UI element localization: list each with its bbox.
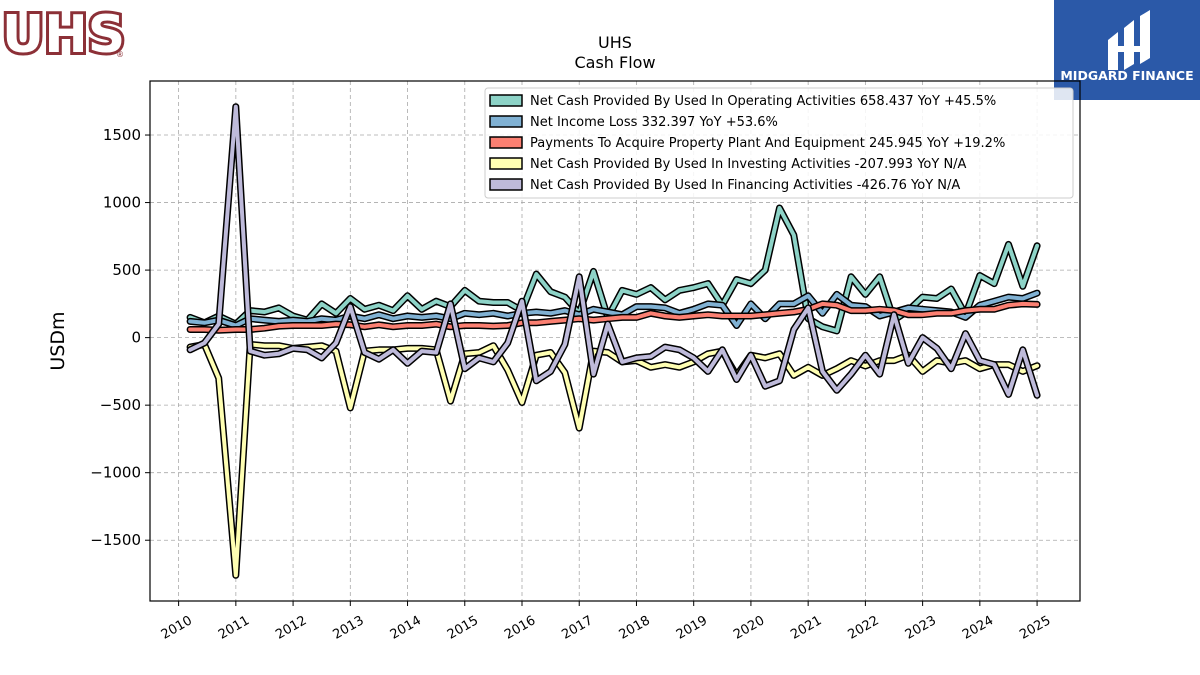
brand-logo: MIDGARD FINANCE (1054, 0, 1200, 100)
company-logo-text-inner: UHS (2, 5, 125, 65)
series-payments-to-acquire-property-plant-and-equipment (186, 300, 1041, 334)
series-lines (186, 103, 1041, 579)
registered-mark: ® (116, 50, 124, 59)
legend-label: Payments To Acquire Property Plant And E… (530, 136, 1005, 151)
legend-box (484, 87, 1074, 199)
legend-label: Net Cash Provided By Used In Financing A… (530, 178, 960, 193)
y-tick-label: 1000 (103, 194, 141, 212)
legend-swatch (489, 115, 523, 128)
y-tick-label: 0 (131, 329, 141, 347)
series-line (188, 104, 1040, 398)
legend-item-payments-to-acquire-property-plant-and-equipment: Payments To Acquire Property Plant And E… (489, 136, 1005, 151)
series-line (188, 301, 1040, 333)
company-logo: UHS UHS ® (0, 2, 128, 68)
y-tick-label: −500 (100, 396, 141, 414)
series-net-cash-provided-by-used-in-financing-activities (186, 103, 1041, 399)
company-logo-text: UHS (2, 5, 125, 65)
chart-subtitle: Cash Flow (574, 53, 655, 72)
legend-swatch (489, 94, 523, 107)
legend-label: Net Cash Provided By Used In Operating A… (530, 94, 996, 109)
y-tick-label: 500 (112, 261, 141, 279)
plot-frame (149, 80, 1081, 602)
y-axis-label: USDm (47, 311, 69, 370)
legend-swatch (489, 136, 523, 149)
legend: Net Cash Provided By Used In Operating A… (484, 87, 1074, 199)
legend-item-net-cash-provided-by-used-in-operating-activities: Net Cash Provided By Used In Operating A… (489, 94, 996, 109)
chart-title: UHS (598, 33, 632, 52)
y-tick-label: −1500 (90, 531, 141, 549)
brand-logo-text: MIDGARD FINANCE (1060, 68, 1193, 83)
brand-emblem-icon (1108, 10, 1150, 70)
y-tick-label: 1500 (103, 126, 141, 144)
legend-item-net-income-loss: Net Income Loss 332.397 YoY +53.6% (489, 115, 778, 130)
legend-label: Net Cash Provided By Used In Investing A… (530, 157, 967, 172)
legend-item-net-cash-provided-by-used-in-financing-activities: Net Cash Provided By Used In Financing A… (489, 178, 960, 193)
legend-swatch (489, 157, 523, 170)
y-tick-label: −1000 (90, 464, 141, 482)
legend-swatch (489, 178, 523, 191)
legend-label: Net Income Loss 332.397 YoY +53.6% (530, 115, 778, 130)
legend-item-net-cash-provided-by-used-in-investing-activities: Net Cash Provided By Used In Investing A… (489, 157, 967, 172)
